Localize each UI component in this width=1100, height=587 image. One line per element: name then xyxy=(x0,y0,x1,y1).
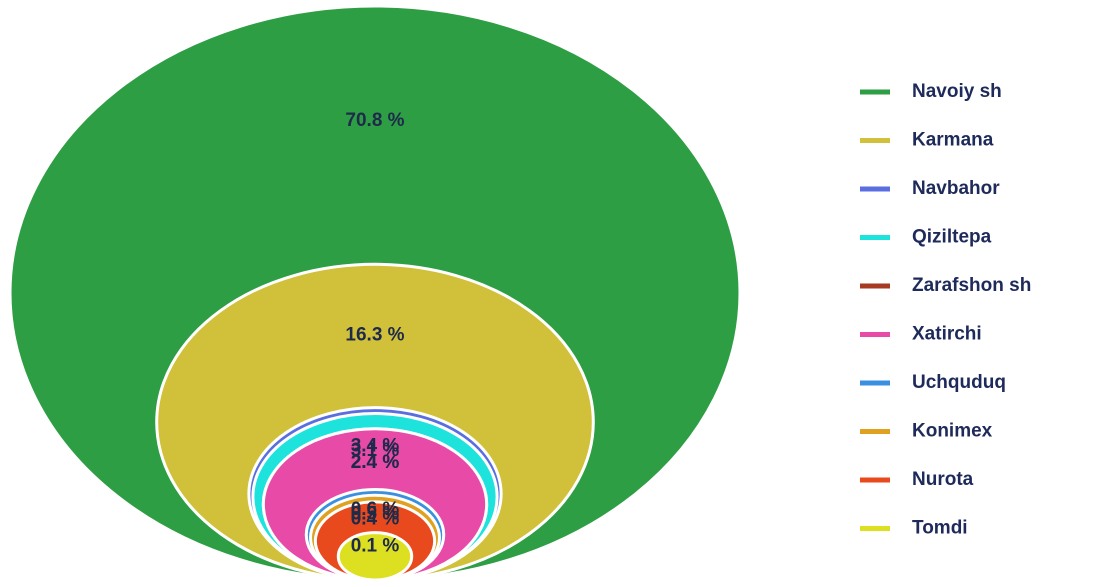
value-label: 70.8 % xyxy=(345,110,404,131)
legend-label: Nurota xyxy=(912,469,974,490)
legend-label: Zarafshon sh xyxy=(912,275,1031,296)
legend-label: Xatirchi xyxy=(912,324,982,345)
legend-label: Qiziltepa xyxy=(912,227,992,248)
value-label: 16.3 % xyxy=(345,324,404,345)
value-label: 3.4 % xyxy=(351,435,400,456)
value-label: 0.1 % xyxy=(351,536,400,557)
legend-label: Konimex xyxy=(912,421,993,442)
legend-label: Karmana xyxy=(912,130,994,151)
value-label: 2.4 % xyxy=(351,452,400,473)
value-label: 3.1 % xyxy=(351,440,400,461)
value-label: 2.4 % xyxy=(351,452,400,473)
value-label: 0.6 % xyxy=(351,499,400,520)
legend-label: Navoiy sh xyxy=(912,81,1002,102)
circle xyxy=(336,531,414,582)
value-label: 0.4 % xyxy=(351,508,400,529)
value-label: 0.5 % xyxy=(351,503,400,524)
legend-label: Navbahor xyxy=(912,178,1000,199)
legend-label: Uchquduq xyxy=(912,372,1006,393)
legend-label: Tomdi xyxy=(912,518,968,539)
